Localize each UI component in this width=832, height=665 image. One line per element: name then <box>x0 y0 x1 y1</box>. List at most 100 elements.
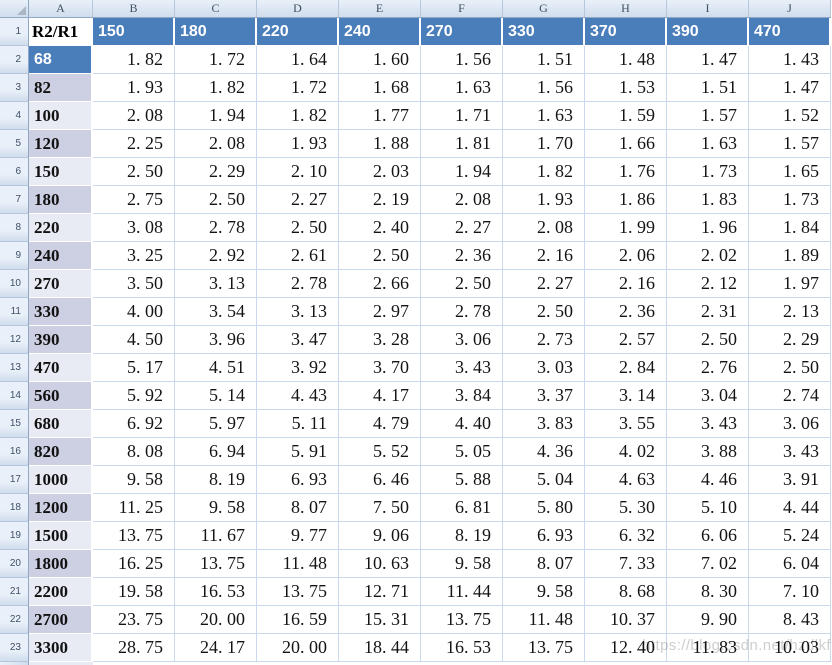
cell-J7[interactable]: 1. 73 <box>749 186 831 214</box>
cell-B11[interactable]: 4. 00 <box>93 298 175 326</box>
cell-E16[interactable]: 5. 52 <box>339 438 421 466</box>
cell-B15[interactable]: 6. 92 <box>93 410 175 438</box>
cell-A7[interactable]: 180 <box>29 186 93 214</box>
cell-D12[interactable]: 3. 47 <box>257 326 339 354</box>
column-header-I[interactable]: I <box>667 0 749 17</box>
row-header-18[interactable]: 18 <box>0 494 28 522</box>
cell-C14[interactable]: 5. 14 <box>175 382 257 410</box>
cell-E22[interactable]: 15. 31 <box>339 606 421 634</box>
row-header-20[interactable]: 20 <box>0 550 28 578</box>
cell-F7[interactable]: 2. 08 <box>421 186 503 214</box>
column-header-E[interactable]: E <box>339 0 421 17</box>
cell-I5[interactable]: 1. 63 <box>667 130 749 158</box>
cell-G13[interactable]: 3. 03 <box>503 354 585 382</box>
cell-G22[interactable]: 11. 48 <box>503 606 585 634</box>
cell-A21[interactable]: 2200 <box>29 578 93 606</box>
cell-A23[interactable]: 3300 <box>29 634 93 662</box>
cell-J14[interactable]: 2. 74 <box>749 382 831 410</box>
cell-E5[interactable]: 1. 88 <box>339 130 421 158</box>
cell-B4[interactable]: 2. 08 <box>93 102 175 130</box>
row-header-12[interactable]: 12 <box>0 326 28 354</box>
cell-I15[interactable]: 3. 43 <box>667 410 749 438</box>
column-header-H[interactable]: H <box>585 0 667 17</box>
cell-G1[interactable]: 330 <box>503 18 585 46</box>
cell-B19[interactable]: 13. 75 <box>93 522 175 550</box>
cell-B18[interactable]: 11. 25 <box>93 494 175 522</box>
cell-H3[interactable]: 1. 53 <box>585 74 667 102</box>
row-header-21[interactable]: 21 <box>0 578 28 606</box>
cell-F19[interactable]: 8. 19 <box>421 522 503 550</box>
cell-F20[interactable]: 9. 58 <box>421 550 503 578</box>
cell-A5[interactable]: 120 <box>29 130 93 158</box>
cell-H11[interactable]: 2. 36 <box>585 298 667 326</box>
cell-I7[interactable]: 1. 83 <box>667 186 749 214</box>
cell-F12[interactable]: 3. 06 <box>421 326 503 354</box>
cell-G5[interactable]: 1. 70 <box>503 130 585 158</box>
cell-I23[interactable]: 11. 83 <box>667 634 749 662</box>
cell-E8[interactable]: 2. 40 <box>339 214 421 242</box>
cell-J19[interactable]: 5. 24 <box>749 522 831 550</box>
cell-A16[interactable]: 820 <box>29 438 93 466</box>
cell-G11[interactable]: 2. 50 <box>503 298 585 326</box>
cell-A22[interactable]: 2700 <box>29 606 93 634</box>
column-header-F[interactable]: F <box>421 0 503 17</box>
cell-D20[interactable]: 11. 48 <box>257 550 339 578</box>
row-header-6[interactable]: 6 <box>0 158 28 186</box>
row-header-11[interactable]: 11 <box>0 298 28 326</box>
cell-I22[interactable]: 9. 90 <box>667 606 749 634</box>
cell-C7[interactable]: 2. 50 <box>175 186 257 214</box>
cell-I6[interactable]: 1. 73 <box>667 158 749 186</box>
cell-H17[interactable]: 4. 63 <box>585 466 667 494</box>
cell-E15[interactable]: 4. 79 <box>339 410 421 438</box>
row-header-5[interactable]: 5 <box>0 130 28 158</box>
cell-J17[interactable]: 3. 91 <box>749 466 831 494</box>
cell-H4[interactable]: 1. 59 <box>585 102 667 130</box>
row-header-9[interactable]: 9 <box>0 242 28 270</box>
cell-B9[interactable]: 3. 25 <box>93 242 175 270</box>
cell-E12[interactable]: 3. 28 <box>339 326 421 354</box>
cell-D14[interactable]: 4. 43 <box>257 382 339 410</box>
cell-E3[interactable]: 1. 68 <box>339 74 421 102</box>
cell-H22[interactable]: 10. 37 <box>585 606 667 634</box>
cell-I11[interactable]: 2. 31 <box>667 298 749 326</box>
cell-H15[interactable]: 3. 55 <box>585 410 667 438</box>
cell-C15[interactable]: 5. 97 <box>175 410 257 438</box>
cell-I3[interactable]: 1. 51 <box>667 74 749 102</box>
cell-D21[interactable]: 13. 75 <box>257 578 339 606</box>
cell-C5[interactable]: 2. 08 <box>175 130 257 158</box>
cell-F10[interactable]: 2. 50 <box>421 270 503 298</box>
cell-I13[interactable]: 2. 76 <box>667 354 749 382</box>
cell-E7[interactable]: 2. 19 <box>339 186 421 214</box>
cell-G12[interactable]: 2. 73 <box>503 326 585 354</box>
cell-D11[interactable]: 3. 13 <box>257 298 339 326</box>
cell-C11[interactable]: 3. 54 <box>175 298 257 326</box>
select-all-corner[interactable] <box>0 0 29 18</box>
cell-G7[interactable]: 1. 93 <box>503 186 585 214</box>
cell-F22[interactable]: 13. 75 <box>421 606 503 634</box>
cell-C9[interactable]: 2. 92 <box>175 242 257 270</box>
cell-D3[interactable]: 1. 72 <box>257 74 339 102</box>
cell-B5[interactable]: 2. 25 <box>93 130 175 158</box>
cell-H21[interactable]: 8. 68 <box>585 578 667 606</box>
cell-B23[interactable]: 28. 75 <box>93 634 175 662</box>
cell-G23[interactable]: 13. 75 <box>503 634 585 662</box>
column-header-A[interactable]: A <box>29 0 93 17</box>
cell-B7[interactable]: 2. 75 <box>93 186 175 214</box>
cell-I16[interactable]: 3. 88 <box>667 438 749 466</box>
cell-F15[interactable]: 4. 40 <box>421 410 503 438</box>
cell-C12[interactable]: 3. 96 <box>175 326 257 354</box>
cell-J21[interactable]: 7. 10 <box>749 578 831 606</box>
cell-D7[interactable]: 2. 27 <box>257 186 339 214</box>
row-header-1[interactable]: 1 <box>0 18 28 46</box>
cell-H9[interactable]: 2. 06 <box>585 242 667 270</box>
row-header-16[interactable]: 16 <box>0 438 28 466</box>
cell-H5[interactable]: 1. 66 <box>585 130 667 158</box>
cell-A3[interactable]: 82 <box>29 74 93 102</box>
row-header-15[interactable]: 15 <box>0 410 28 438</box>
column-header-G[interactable]: G <box>503 0 585 17</box>
cell-B17[interactable]: 9. 58 <box>93 466 175 494</box>
cell-F6[interactable]: 1. 94 <box>421 158 503 186</box>
cell-A14[interactable]: 560 <box>29 382 93 410</box>
cell-G9[interactable]: 2. 16 <box>503 242 585 270</box>
cell-A13[interactable]: 470 <box>29 354 93 382</box>
